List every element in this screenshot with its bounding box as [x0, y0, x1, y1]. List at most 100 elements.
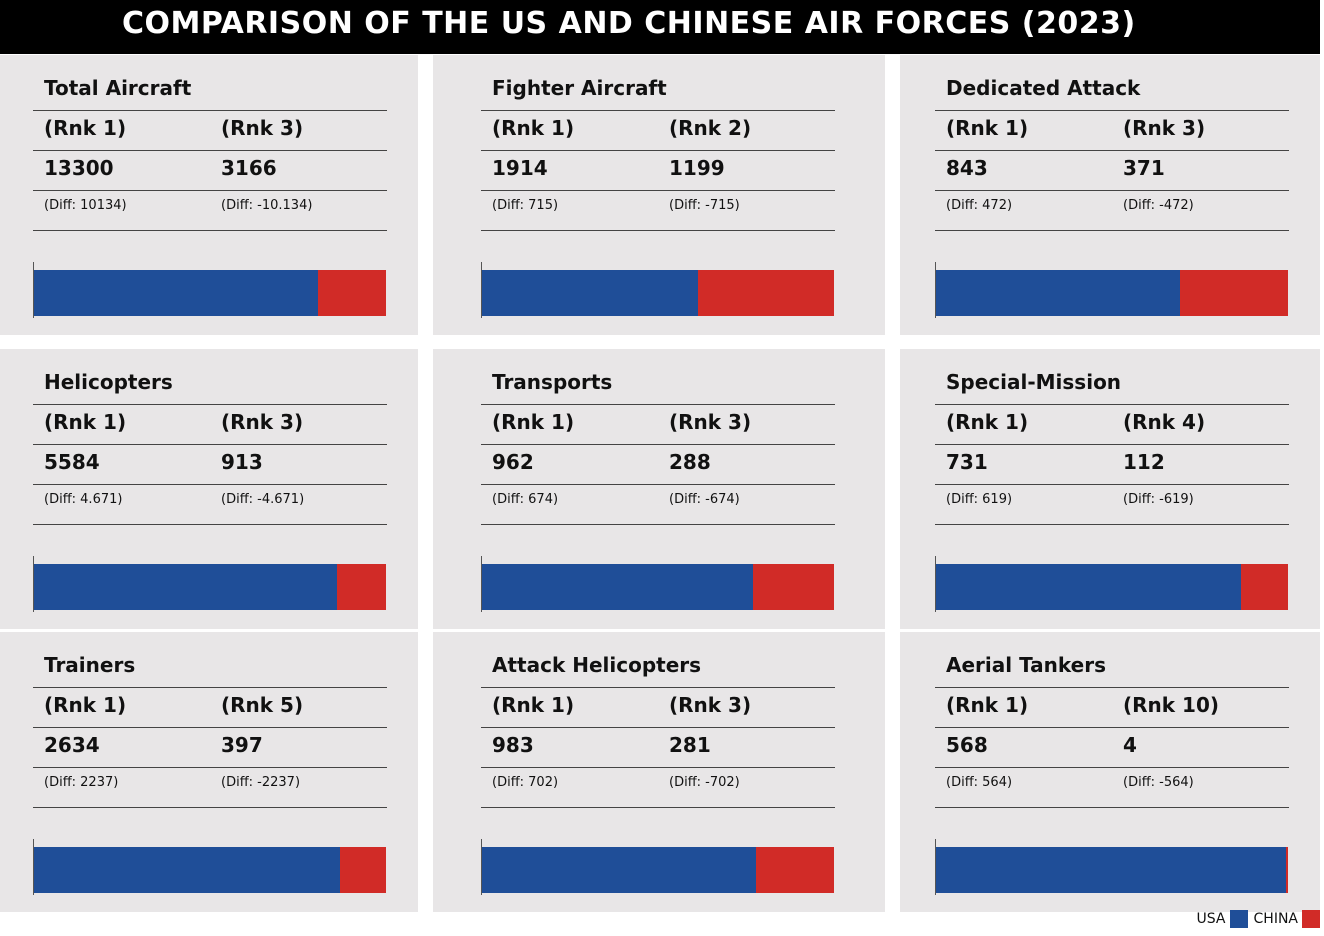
divider [481, 190, 835, 191]
bar-segment-usa [482, 270, 698, 316]
china-value: 397 [221, 733, 263, 757]
usa-diff: (Diff: 715) [492, 198, 559, 213]
bar-axis [935, 262, 936, 318]
panel-title: Transports [492, 370, 613, 394]
divider [481, 687, 835, 688]
legend-swatch-usa [1229, 910, 1248, 928]
panel-fighter-aircraft: Fighter Aircraft (Rnk 1) (Rnk 2) 1914 1199 (D… [433, 55, 885, 335]
divider [935, 230, 1289, 231]
divider [481, 727, 835, 728]
china-diff: (Diff: -472) [1123, 198, 1194, 213]
bar-segment-china [756, 847, 834, 893]
bar-axis [481, 556, 482, 612]
bar-segment-usa [34, 270, 318, 316]
panel-dedicated-attack: Dedicated Attack (Rnk 1) (Rnk 3) 843 371 (Dif… [900, 55, 1320, 335]
legend-label-china: CHINA [1253, 911, 1298, 927]
bar-axis [935, 839, 936, 895]
panel-transports: Transports (Rnk 1) (Rnk 3) 962 288 (Diff: 674… [433, 349, 885, 629]
stacked-bar [33, 839, 389, 895]
china-diff: (Diff: -10.134) [221, 198, 313, 213]
usa-value: 962 [492, 450, 534, 474]
usa-rank: (Rnk 1) [44, 116, 127, 140]
china-value: 281 [669, 733, 711, 757]
divider [481, 767, 835, 768]
china-value: 112 [1123, 450, 1165, 474]
usa-diff: (Diff: 4.671) [44, 492, 123, 507]
usa-diff: (Diff: 472) [946, 198, 1013, 213]
bar-axis [935, 556, 936, 612]
divider [935, 444, 1289, 445]
divider [33, 484, 387, 485]
china-diff: (Diff: -715) [669, 198, 740, 213]
stacked-bar [935, 839, 1291, 895]
bar-segment-china [337, 564, 386, 610]
usa-diff: (Diff: 2237) [44, 775, 119, 790]
divider [33, 190, 387, 191]
stacked-bar [33, 262, 389, 318]
china-rank: (Rnk 10) [1123, 693, 1220, 717]
usa-rank: (Rnk 1) [44, 693, 127, 717]
usa-diff: (Diff: 564) [946, 775, 1013, 790]
bar-segment-usa [482, 564, 753, 610]
bar-segment-usa [936, 847, 1286, 893]
panel-title: Trainers [44, 653, 136, 677]
divider [935, 190, 1289, 191]
usa-value: 843 [946, 156, 988, 180]
divider [33, 150, 387, 151]
bar-segment-china [1180, 270, 1288, 316]
bar-segment-usa [482, 847, 756, 893]
bar-segment-usa [936, 270, 1180, 316]
usa-rank: (Rnk 1) [946, 693, 1029, 717]
panel-special-mission: Special-Mission (Rnk 1) (Rnk 4) 731 112 (Diff… [900, 349, 1320, 629]
usa-rank: (Rnk 1) [492, 693, 575, 717]
chart-title: COMPARISON OF THE US AND CHINESE AIR FOR… [122, 6, 1136, 41]
china-value: 4 [1123, 733, 1137, 757]
china-rank: (Rnk 2) [669, 116, 752, 140]
china-rank: (Rnk 4) [1123, 410, 1206, 434]
china-value: 288 [669, 450, 711, 474]
divider [935, 807, 1289, 808]
divider [33, 727, 387, 728]
usa-value: 13300 [44, 156, 114, 180]
usa-diff: (Diff: 619) [946, 492, 1013, 507]
usa-value: 2634 [44, 733, 100, 757]
stacked-bar [33, 556, 389, 612]
panel-attack-helicopters: Attack Helicopters (Rnk 1) (Rnk 3) 983 281 (D… [433, 632, 885, 912]
bar-segment-usa [34, 564, 337, 610]
usa-rank: (Rnk 1) [44, 410, 127, 434]
stacked-bar [481, 262, 837, 318]
bar-segment-china [698, 270, 834, 316]
divider [33, 444, 387, 445]
usa-rank: (Rnk 1) [492, 410, 575, 434]
divider [481, 230, 835, 231]
divider [481, 524, 835, 525]
divider [33, 807, 387, 808]
bar-axis [33, 262, 34, 318]
panel-aerial-tankers: Aerial Tankers (Rnk 1) (Rnk 10) 568 4 (Diff: … [900, 632, 1320, 912]
divider [481, 444, 835, 445]
china-rank: (Rnk 3) [221, 116, 304, 140]
panel-title: Helicopters [44, 370, 173, 394]
bar-axis [481, 262, 482, 318]
divider [481, 484, 835, 485]
usa-diff: (Diff: 10134) [44, 198, 127, 213]
divider [935, 727, 1289, 728]
usa-diff: (Diff: 702) [492, 775, 559, 790]
china-rank: (Rnk 3) [1123, 116, 1206, 140]
bar-segment-china [318, 270, 386, 316]
bar-segment-china [340, 847, 386, 893]
china-value: 913 [221, 450, 263, 474]
usa-rank: (Rnk 1) [492, 116, 575, 140]
bar-axis [481, 839, 482, 895]
usa-value: 568 [946, 733, 988, 757]
china-value: 3166 [221, 156, 277, 180]
divider [935, 150, 1289, 151]
divider [33, 767, 387, 768]
divider [935, 404, 1289, 405]
usa-value: 983 [492, 733, 534, 757]
bar-axis [33, 556, 34, 612]
legend-swatch-china [1302, 910, 1320, 928]
panel-trainers: Trainers (Rnk 1) (Rnk 5) 2634 397 (Diff: 2237… [0, 632, 418, 912]
divider [935, 484, 1289, 485]
china-diff: (Diff: -674) [669, 492, 740, 507]
